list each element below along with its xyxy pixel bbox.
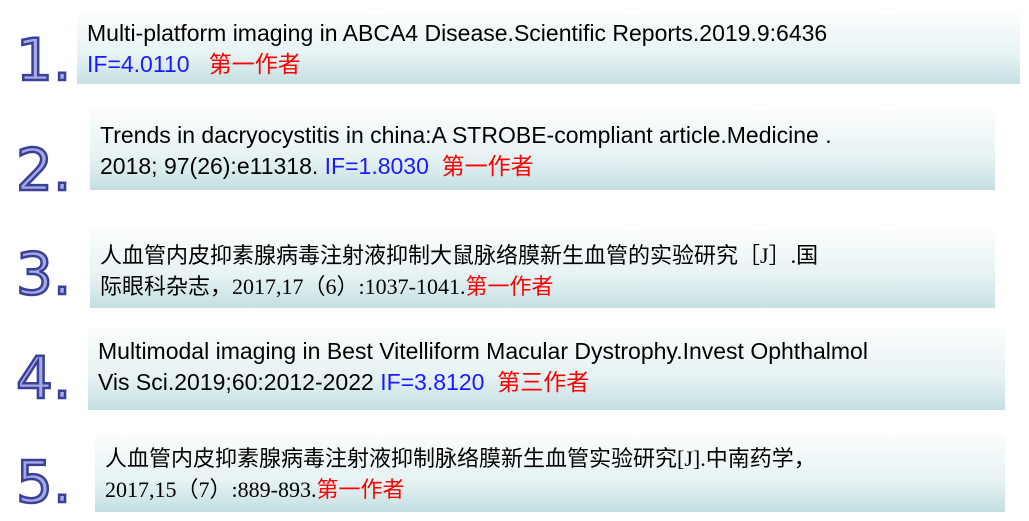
author-role: 第一作者 [465, 274, 554, 299]
publication-item-4: Multimodal imaging in Best Vitelliform M… [88, 328, 1005, 410]
citation-text: 人血管内皮抑素腺病毒注射液抑制大鼠脉络膜新生血管的实验研究［J］.国 [100, 243, 819, 268]
impact-factor: IF=4.0110 [87, 51, 190, 77]
svg-text:5.: 5. [16, 448, 71, 514]
citation-text-cont: Vis Sci.2019;60:2012-2022 [98, 369, 374, 395]
citation-text: Multimodal imaging in Best Vitelliform M… [98, 338, 868, 364]
number-1-label: 1. [15, 25, 73, 92]
svg-text:3.: 3. [16, 240, 71, 306]
svg-text:4.: 4. [16, 344, 71, 410]
svg-text:2.: 2. [16, 136, 71, 202]
number-2-label: 2. [15, 135, 73, 202]
citation-text: Multi-platform imaging in ABCA4 Disease.… [87, 20, 828, 46]
citation-text-cont: 2017,15（7）:889-893. [105, 477, 317, 502]
publication-item-3: 人血管内皮抑素腺病毒注射液抑制大鼠脉络膜新生血管的实验研究［J］.国 际眼科杂志… [90, 230, 995, 308]
number-3-label: 3. [15, 239, 73, 306]
impact-factor: IF=3.8120 [380, 369, 485, 395]
citation-text: Trends in dacryocystitis in china:A STRO… [100, 122, 832, 148]
svg-text:1.: 1. [16, 26, 71, 92]
author-role: 第一作者 [441, 154, 534, 179]
author-role: 第一作者 [316, 477, 405, 502]
number-5-label: 5. [15, 447, 73, 514]
citation-text: 人血管内皮抑素腺病毒注射液抑制脉络膜新生血管实验研究[J].中南药学， [105, 446, 816, 471]
citation-text-cont: 2018; 97(26):e11318. [100, 153, 319, 179]
author-role: 第三作者 [497, 370, 590, 395]
publication-item-5: 人血管内皮抑素腺病毒注射液抑制脉络膜新生血管实验研究[J].中南药学， 2017… [95, 435, 1005, 512]
publication-item-1: Multi-platform imaging in ABCA4 Disease.… [77, 14, 1020, 84]
author-role: 第一作者 [208, 52, 301, 77]
number-4-label: 4. [15, 343, 73, 410]
impact-factor: IF=1.8030 [324, 153, 429, 179]
citation-text-cont: 际眼科杂志，2017,17（6）:1037-1041. [100, 274, 466, 299]
publication-item-2: Trends in dacryocystitis in china:A STRO… [90, 110, 995, 190]
